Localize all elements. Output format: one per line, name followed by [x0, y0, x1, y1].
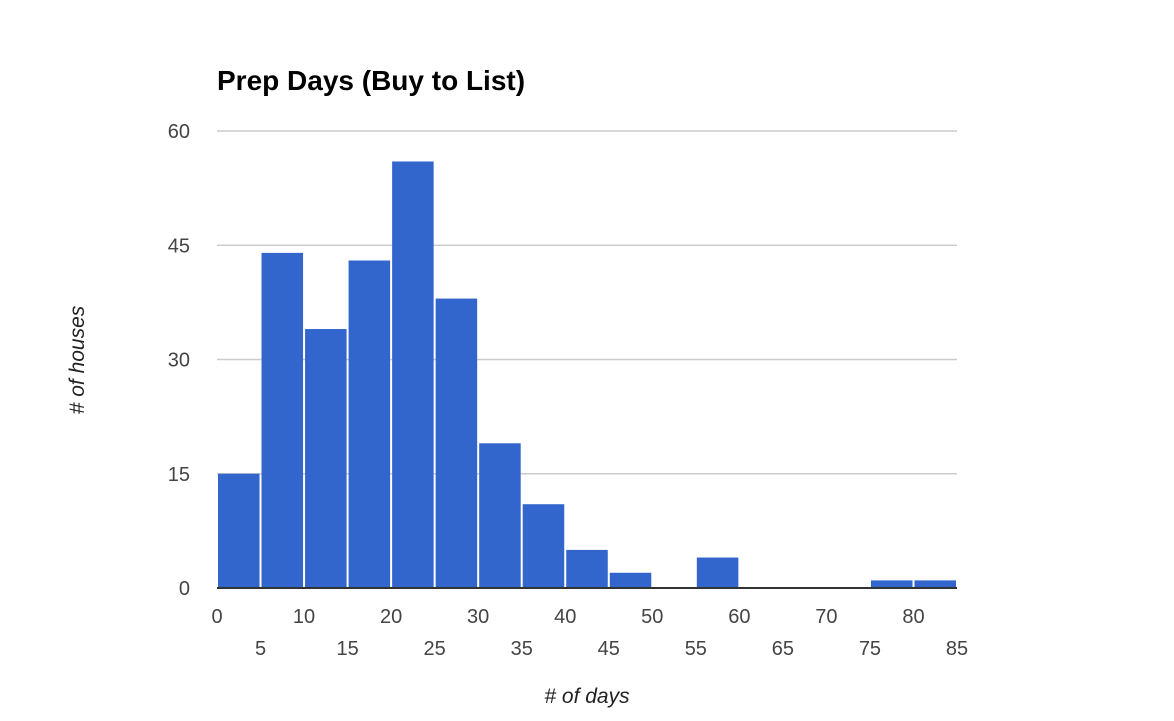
x-tick-label-upper: 60	[728, 606, 750, 628]
chart-title: Prep Days (Buy to List)	[217, 65, 525, 96]
x-tick-label-lower: 25	[424, 638, 446, 660]
x-tick-label-upper: 70	[815, 606, 837, 628]
x-tick-label-upper: 10	[293, 606, 315, 628]
y-tick-label: 60	[168, 121, 190, 143]
histogram-bar	[392, 161, 434, 588]
x-tick-label-upper: 20	[380, 606, 402, 628]
y-tick-label: 30	[168, 350, 190, 372]
x-axis-title: # of days	[544, 685, 630, 708]
histogram-bar	[522, 504, 565, 588]
histogram-bar	[870, 580, 913, 588]
x-tick-label-lower: 65	[772, 638, 794, 660]
histogram-bar	[914, 580, 956, 588]
x-axis-ticks: 0 10 20 30 40 50 60 70 80 5 15 25 35 45 55 65 75 85	[211, 606, 968, 660]
bars	[218, 161, 956, 588]
y-tick-label: 0	[179, 578, 190, 600]
histogram-bar	[218, 473, 260, 588]
y-tick-label: 15	[168, 464, 190, 486]
y-tick-label: 45	[168, 235, 190, 257]
x-tick-label-lower: 55	[685, 638, 707, 660]
histogram-bar	[348, 260, 391, 588]
x-tick-label-lower: 45	[598, 638, 620, 660]
histogram-bar	[261, 252, 304, 588]
histogram-bar	[479, 443, 521, 588]
x-tick-label-upper: 40	[554, 606, 576, 628]
histogram-bar	[435, 298, 478, 588]
x-tick-label-lower: 15	[336, 638, 358, 660]
y-axis-ticks: 0 15 30 45 60	[168, 121, 190, 600]
x-tick-label-lower: 85	[946, 638, 968, 660]
x-tick-label-upper: 30	[467, 606, 489, 628]
x-tick-label-lower: 35	[511, 638, 533, 660]
x-tick-label-upper: 0	[211, 606, 222, 628]
x-tick-label-lower: 75	[859, 638, 881, 660]
histogram-bar	[566, 549, 608, 588]
histogram-bar	[609, 572, 652, 588]
x-tick-label-lower: 5	[255, 638, 266, 660]
histogram-bar	[305, 329, 347, 588]
x-tick-label-upper: 80	[902, 606, 924, 628]
y-axis-title: # of houses	[66, 305, 89, 414]
histogram-bar	[696, 557, 739, 588]
x-tick-label-upper: 50	[641, 606, 663, 628]
